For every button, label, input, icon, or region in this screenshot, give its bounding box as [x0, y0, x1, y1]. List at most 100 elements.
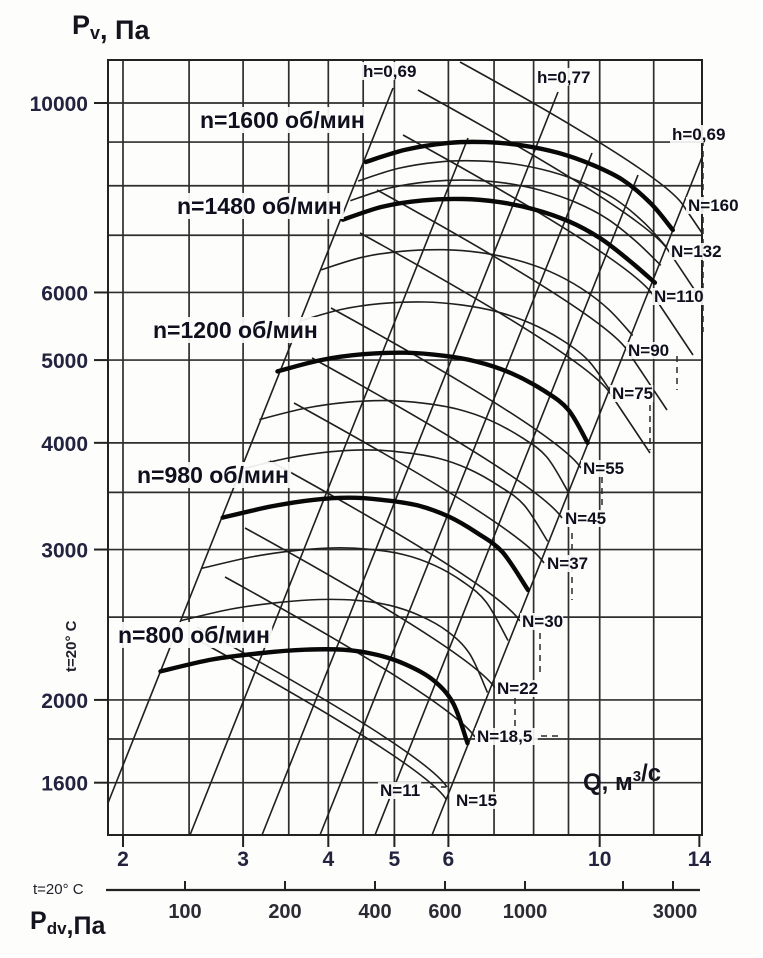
efficiency-line	[374, 174, 639, 836]
power-ray	[224, 576, 476, 738]
power-ray	[269, 460, 521, 622]
power-ray	[402, 134, 694, 356]
label-backing	[495, 680, 539, 697]
x-tick-label: 4	[322, 848, 334, 871]
label-backing	[174, 193, 344, 219]
x-axis-title: Q, м3/с	[583, 760, 661, 796]
speed-label-1200: n=1200 об/мин	[153, 317, 318, 343]
label-backing	[454, 792, 498, 809]
label-backing	[134, 462, 292, 488]
label-backing	[475, 728, 538, 745]
intermediate-curve	[357, 159, 668, 248]
pdv-tick-label: 600	[428, 901, 461, 923]
power-label: N=75	[612, 384, 653, 403]
y-tick-label: 4000	[41, 433, 88, 456]
x-tick-label: 6	[443, 848, 455, 871]
power-label: N=37	[547, 554, 588, 573]
pdv-tick-label: 400	[358, 901, 391, 923]
fan-curve-800	[158, 647, 470, 746]
efficiency-line	[261, 91, 559, 836]
x-tick-label: 2	[117, 848, 129, 871]
power-label: N=90	[628, 341, 669, 360]
label-backing	[563, 510, 607, 527]
power-ray	[196, 626, 448, 788]
power-ray	[244, 527, 496, 689]
power-label: N=18,5	[477, 727, 532, 746]
label-backing	[378, 782, 422, 799]
y-tick-label: 3000	[41, 540, 88, 563]
label-backing	[670, 125, 732, 143]
power-ray	[376, 189, 668, 411]
power-label: N=15	[456, 791, 497, 810]
pdv-tick-label: 100	[168, 901, 201, 923]
intermediate-curve	[240, 449, 549, 542]
power-label: N=160	[688, 196, 739, 215]
intermediate-curve	[320, 248, 634, 337]
y-tick-label: 10000	[30, 93, 88, 116]
power-ray	[359, 232, 651, 454]
label-backing	[545, 555, 589, 572]
power-ray	[330, 307, 582, 469]
speed-label-1480: n=1480 об/мин	[177, 193, 342, 219]
power-label: N=11	[380, 781, 420, 800]
label-backing	[669, 243, 722, 260]
power-label: N=55	[583, 459, 624, 478]
speed-label-800: n=800 об/мин	[118, 622, 270, 648]
intermediate-curve	[201, 547, 509, 641]
efficiency-line	[107, 87, 394, 804]
fan-curve-1600	[363, 139, 675, 233]
label-backing	[686, 197, 739, 214]
label-backing	[610, 385, 654, 402]
power-label: N=22	[497, 679, 538, 698]
pdv-axis-title: Pdv,Па	[30, 907, 106, 940]
fan-curve-980	[220, 495, 531, 593]
label-backing	[652, 288, 705, 305]
x-tick-label: 5	[389, 848, 401, 871]
pdv-tick-label: 1000	[503, 901, 548, 923]
power-ray	[459, 61, 703, 234]
power-ray	[311, 357, 563, 519]
efficiency-label: h=0,69	[672, 125, 725, 144]
efficiency-line	[319, 152, 593, 836]
label-backing	[150, 317, 320, 343]
pdv-tick-label: 200	[268, 901, 301, 923]
y-axis-title: Pv, Па	[72, 10, 150, 45]
power-label: N=132	[671, 242, 722, 261]
power-ray	[195, 638, 447, 800]
efficiency-line	[431, 156, 703, 836]
x-tick-label: 3	[237, 848, 249, 871]
power-label: N=110	[654, 287, 704, 306]
label-backing	[197, 107, 367, 133]
intermediate-curve	[350, 179, 662, 266]
y-tick-label: 1600	[41, 773, 88, 796]
fan-curve-1480	[340, 196, 658, 285]
intermediate-curve	[180, 598, 489, 693]
x-tick-label: 14	[688, 848, 712, 871]
y-tick-label: 5000	[41, 350, 88, 373]
intermediate-curve	[259, 399, 569, 492]
label-backing	[361, 62, 423, 80]
power-label: N=30	[522, 612, 563, 631]
fan-curve-1200	[275, 350, 590, 445]
pdv-tick-label: 3000	[653, 901, 698, 923]
power-label: N=45	[565, 509, 606, 528]
label-backing	[115, 622, 273, 648]
label-backing	[626, 342, 670, 359]
efficiency-line	[189, 137, 469, 836]
label-backing	[581, 460, 625, 477]
temp-note-bottom: t=20° C	[33, 881, 84, 898]
plot-frame	[107, 59, 703, 836]
efficiency-label: h=0,77	[537, 68, 590, 87]
label-backing	[535, 68, 597, 86]
temp-note-left: t=20° C	[63, 620, 80, 672]
speed-label-980: n=980 об/мин	[137, 462, 289, 488]
x-tick-label: 10	[588, 848, 611, 871]
y-tick-label: 6000	[41, 282, 88, 305]
speed-label-1600: n=1600 об/мин	[200, 107, 365, 133]
y-tick-label: 2000	[41, 690, 88, 713]
intermediate-curve	[298, 301, 611, 391]
efficiency-label: h=0,69	[363, 62, 416, 81]
